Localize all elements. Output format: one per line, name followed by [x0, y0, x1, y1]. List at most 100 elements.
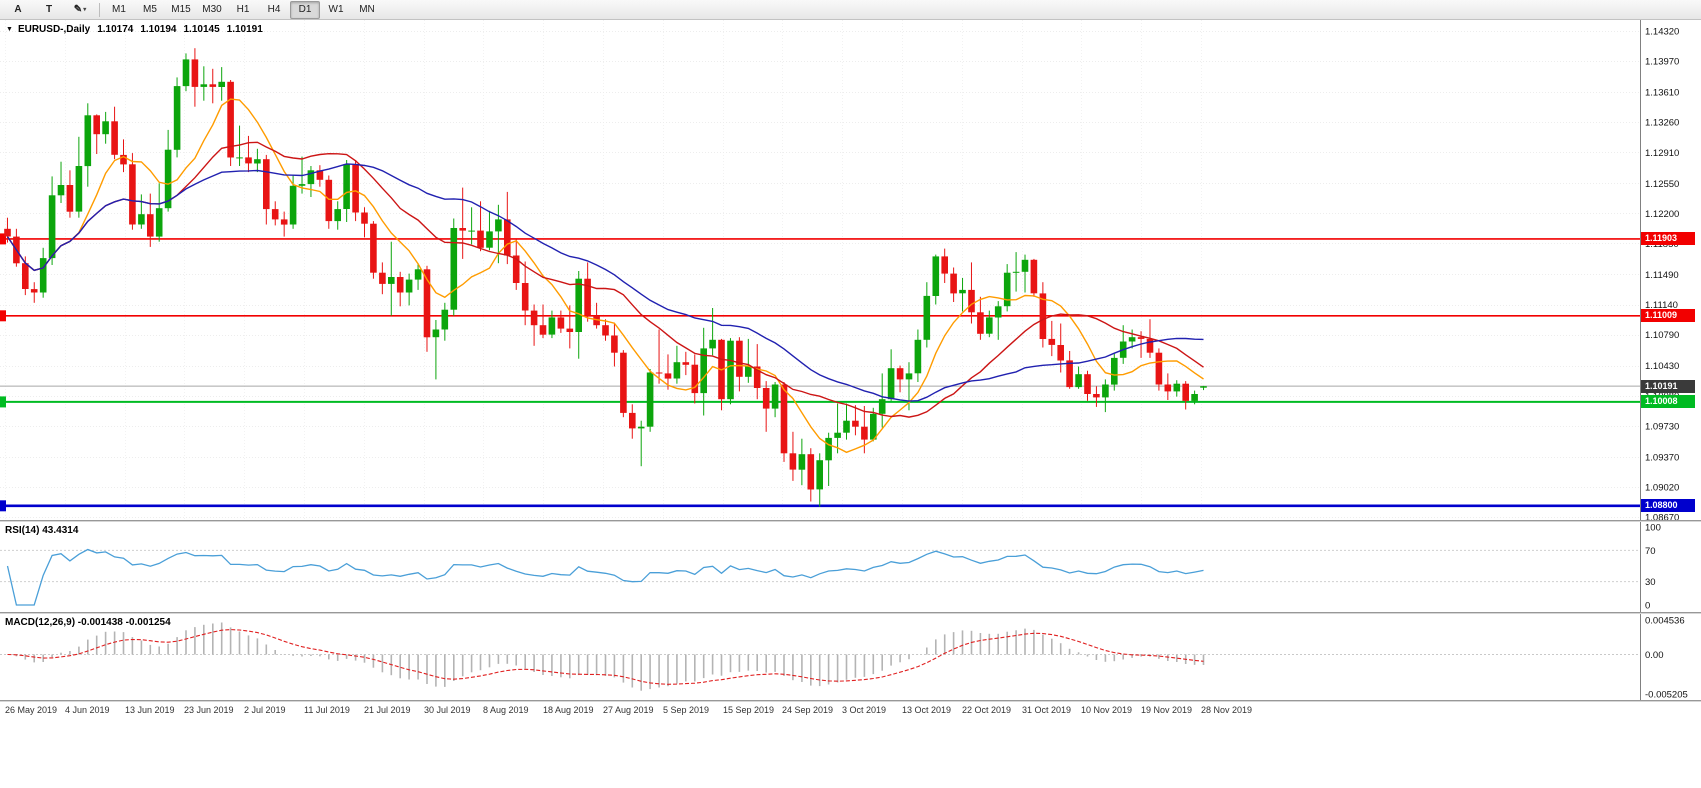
- candle: [191, 48, 199, 107]
- candle: [271, 201, 279, 226]
- pane-separator[interactable]: [0, 520, 1701, 522]
- candle: [736, 337, 743, 392]
- type-tool-button[interactable]: T: [45, 4, 53, 15]
- candlestick-chart[interactable]: 1.14320 1.13970 1.13610 1.13260 1.12910 1.125…: [0, 20, 1701, 520]
- candle: [432, 320, 440, 380]
- timeframe-button-mn[interactable]: MN: [359, 4, 375, 15]
- time-axis-label: 18 Aug 2019: [543, 705, 594, 715]
- candle: [129, 153, 136, 230]
- candle: [147, 193, 154, 247]
- macd-pane[interactable]: MACD(12,26,9) -0.001438 -0.001254 0.0045…: [0, 614, 1701, 700]
- candle: [93, 114, 100, 154]
- rsi-chart[interactable]: 100 70 30 0: [0, 522, 1701, 612]
- timeframe-button-m30[interactable]: M30: [202, 4, 222, 15]
- candle: [307, 166, 315, 197]
- candle: [84, 103, 92, 187]
- time-axis-label: 27 Aug 2019: [603, 705, 654, 715]
- price-tick-label: 1.14320: [1645, 27, 1679, 38]
- candle: [941, 248, 948, 283]
- candle: [512, 239, 520, 290]
- price-badge-1.10008: 1.10008: [1641, 395, 1695, 409]
- timeframe-button-h1[interactable]: H1: [236, 4, 250, 15]
- pane-separator[interactable]: [0, 612, 1701, 614]
- candle: [896, 365, 904, 393]
- macd-chart[interactable]: 0.004536 0.00 -0.005205: [0, 614, 1701, 700]
- chart-dropdown-icon[interactable]: ▼: [6, 26, 13, 33]
- timeframe-button-m15[interactable]: M15: [171, 4, 191, 15]
- candle: [280, 211, 288, 237]
- candle: [4, 217, 11, 243]
- candle: [254, 148, 261, 173]
- candle: [155, 183, 163, 242]
- price-tick-label: 1.08670: [1645, 513, 1679, 521]
- candle: [441, 302, 449, 341]
- candle: [227, 80, 234, 166]
- candle: [66, 170, 74, 218]
- toolbar-left-group: A T ✎ ▾: [3, 1, 95, 19]
- candle: [530, 304, 538, 346]
- candle: [602, 319, 609, 341]
- main-chart-pane[interactable]: ▼ EURUSD-,Daily 1.10174 1.10194 1.10145 …: [0, 20, 1701, 520]
- time-axis-label: 26 May 2019: [5, 705, 58, 715]
- timeframe-button-group: M1 M5 M15 M30 H1 H4 D1 W1 MN: [104, 0, 382, 19]
- price-tick-label: 1.11490: [1645, 270, 1679, 281]
- candle: [450, 218, 458, 316]
- timeframe-button-m1[interactable]: M1: [112, 4, 126, 15]
- timeframe-button-m5[interactable]: M5: [143, 4, 157, 15]
- price-tick-label: 1.13970: [1645, 57, 1679, 68]
- candle: [745, 338, 752, 383]
- candle: [316, 165, 324, 187]
- candle: [789, 431, 797, 481]
- candle: [405, 273, 413, 306]
- rsi-tick-label: 30: [1645, 577, 1656, 588]
- candle: [1012, 252, 1020, 292]
- candle: [138, 194, 145, 229]
- price-tick-label: 1.10790: [1645, 330, 1679, 341]
- time-axis-label: 28 Nov 2019: [1201, 705, 1253, 715]
- resistance-line-11903-anchor[interactable]: [0, 233, 6, 245]
- support-line-10008-anchor[interactable]: [0, 396, 6, 408]
- time-axis-label: 8 Aug 2019: [483, 705, 529, 715]
- candle: [655, 329, 663, 384]
- pane-separator[interactable]: [0, 700, 1701, 702]
- candle: [1200, 385, 1207, 391]
- rsi-scale[interactable]: 100 70 30 0: [1645, 523, 1661, 612]
- candle: [521, 261, 529, 326]
- rsi-tick-label: 100: [1645, 523, 1661, 534]
- ma-slow-line: [6, 163, 1204, 402]
- candle: [852, 405, 859, 436]
- candle: [477, 201, 484, 252]
- ohlc-close: 1.10191: [226, 24, 263, 35]
- time-axis[interactable]: 26 May 2019 4 Jun 2019 13 Jun 2019 23 Jun 2…: [0, 702, 1701, 720]
- support-line-10880-anchor[interactable]: [0, 500, 6, 512]
- time-axis-label: 23 Jun 2019: [184, 705, 234, 715]
- candle: [388, 241, 395, 316]
- resistance-line-11009-anchor[interactable]: [0, 310, 6, 322]
- time-axis-label: 13 Jun 2019: [125, 705, 175, 715]
- candle: [682, 351, 690, 376]
- timeframe-button-h4[interactable]: H4: [267, 4, 281, 15]
- candle: [807, 448, 815, 502]
- timeframe-button-d1[interactable]: D1: [290, 0, 320, 19]
- time-axis-label: 31 Oct 2019: [1022, 705, 1072, 715]
- candle: [664, 354, 672, 390]
- price-badge-1.11009: 1.11009: [1641, 309, 1695, 323]
- candle: [637, 420, 645, 467]
- candle: [834, 403, 841, 454]
- macd-scale[interactable]: 0.004536 0.00 -0.005205: [1645, 616, 1688, 701]
- candle: [30, 282, 38, 303]
- candle: [468, 207, 475, 245]
- candle: [646, 369, 654, 432]
- text-tool-button[interactable]: A: [14, 4, 22, 15]
- candle: [932, 254, 940, 305]
- candle: [611, 322, 618, 367]
- candle: [370, 221, 377, 279]
- time-axis-label: 21 Jul 2019: [364, 705, 411, 715]
- rsi-pane[interactable]: RSI(14) 43.4314 100 70 30 0: [0, 522, 1701, 612]
- price-scale[interactable]: 1.14320 1.13970 1.13610 1.13260 1.12910 1.125…: [1645, 27, 1679, 521]
- candle: [825, 432, 832, 486]
- timeframe-button-w1[interactable]: W1: [328, 4, 344, 15]
- draw-tool-button[interactable]: ✎ ▾: [73, 4, 87, 15]
- price-tick-label: 1.12910: [1645, 148, 1679, 159]
- candle: [959, 277, 966, 312]
